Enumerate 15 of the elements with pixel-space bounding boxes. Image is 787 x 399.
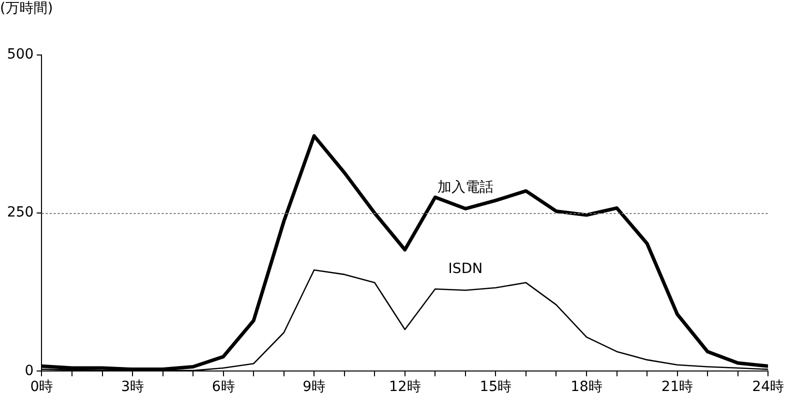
x-tick-label: 15時 bbox=[480, 379, 512, 396]
y-tick-label: 250 bbox=[6, 204, 34, 221]
y-axis-title: (万時間) bbox=[0, 0, 53, 17]
x-tick-label: 21時 bbox=[661, 379, 694, 396]
x-tick-label: 9時 bbox=[302, 379, 326, 396]
x-tick-label: 0時 bbox=[30, 379, 54, 396]
x-tick-label: 18時 bbox=[570, 379, 602, 396]
x-tick-label: 12時 bbox=[388, 379, 421, 396]
y-tick-label: 0 bbox=[24, 362, 34, 379]
x-tick-label: 6時 bbox=[212, 379, 235, 396]
y-tick-label: 500 bbox=[6, 46, 34, 63]
series-label: 加入電話 bbox=[437, 179, 494, 196]
x-tick-label: 3時 bbox=[121, 379, 144, 396]
series-label: ISDN bbox=[448, 260, 483, 277]
x-tick-label: 24時 bbox=[752, 379, 784, 396]
